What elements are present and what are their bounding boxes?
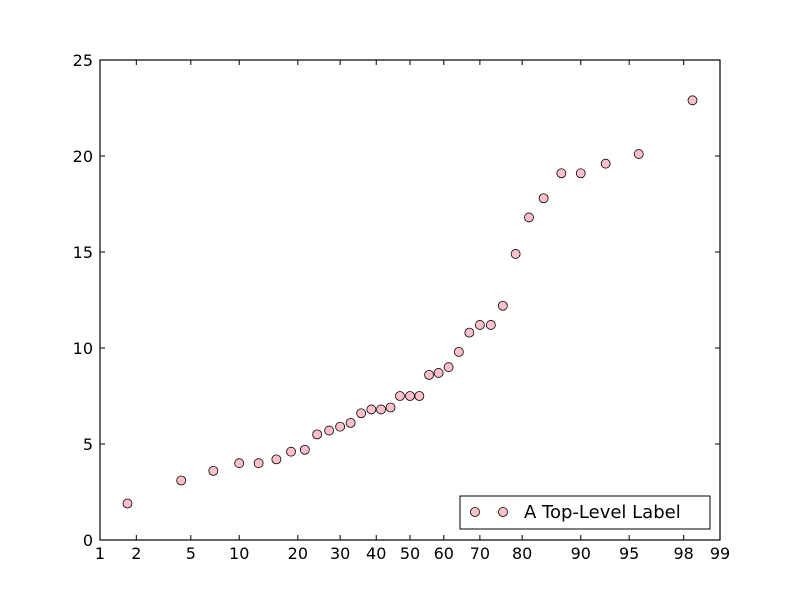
- legend-marker: [470, 507, 480, 517]
- data-point: [366, 404, 377, 415]
- x-tick-label: 40: [366, 544, 386, 563]
- data-point: [433, 368, 444, 378]
- data-point: [575, 168, 586, 179]
- x-tick-label: 90: [571, 544, 591, 563]
- data-point: [312, 429, 323, 440]
- data-point: [253, 458, 264, 469]
- x-tick-label: 1: [95, 544, 105, 563]
- plot-frame: [99, 59, 721, 541]
- legend-label: A Top-Level Label: [524, 502, 681, 523]
- data-point: [443, 362, 454, 373]
- data-point: [271, 454, 282, 465]
- data-point: [208, 465, 219, 476]
- data-point: [335, 421, 346, 432]
- data-point: [286, 446, 296, 457]
- x-tick-label: 98: [673, 544, 693, 563]
- data-point: [633, 149, 644, 159]
- y-tick-label: 5: [83, 435, 93, 454]
- legend-marker: [498, 507, 508, 517]
- x-axis: 1 2 5 10 20 30 40 50 60 70 80 90 95 98 99: [95, 60, 730, 563]
- x-tick-label: 50: [400, 544, 420, 563]
- data-point: [324, 425, 335, 436]
- x-tick-label: 30: [330, 544, 350, 563]
- x-tick-label: 99: [710, 544, 730, 563]
- data-point: [464, 327, 475, 338]
- data-point: [356, 408, 367, 419]
- x-tick-label: 2: [131, 544, 141, 563]
- data-point: [453, 346, 464, 357]
- data-point: [414, 391, 425, 401]
- data-point: [299, 444, 310, 455]
- x-tick-label: 60: [434, 544, 454, 563]
- data-point: [556, 168, 567, 179]
- data-point: [234, 458, 245, 469]
- data-point: [497, 300, 508, 311]
- x-tick-label: 95: [619, 544, 639, 563]
- x-tick-label: 80: [512, 544, 532, 563]
- data-point: [424, 369, 435, 380]
- y-tick-label: 20: [73, 147, 93, 166]
- y-tick-label: 25: [73, 51, 93, 70]
- y-axis: 0 5 10 15 20 25: [73, 51, 720, 550]
- data-point: [405, 391, 415, 401]
- x-tick-label: 5: [186, 544, 196, 563]
- x-tick-label: 20: [288, 544, 308, 563]
- data-point: [395, 391, 405, 401]
- data-point: [510, 249, 521, 259]
- data-point: [687, 95, 698, 106]
- legend: A Top-Level Label: [459, 495, 711, 530]
- plot-area: [100, 60, 720, 540]
- y-tick-label: 0: [83, 531, 93, 550]
- data-point: [122, 498, 133, 509]
- y-tick-label: 10: [73, 339, 93, 358]
- x-tick-label: 70: [470, 544, 490, 563]
- data-point: [176, 475, 187, 486]
- data-point: [600, 158, 611, 169]
- data-point: [474, 320, 485, 330]
- data-point: [524, 212, 534, 223]
- data-point: [345, 417, 356, 428]
- x-tick-label: 10: [229, 544, 249, 563]
- data-point: [538, 193, 549, 204]
- data-point: [376, 404, 386, 415]
- data-points: [122, 95, 698, 509]
- data-point: [385, 402, 396, 413]
- data-point: [485, 320, 496, 330]
- y-tick-label: 15: [73, 243, 93, 262]
